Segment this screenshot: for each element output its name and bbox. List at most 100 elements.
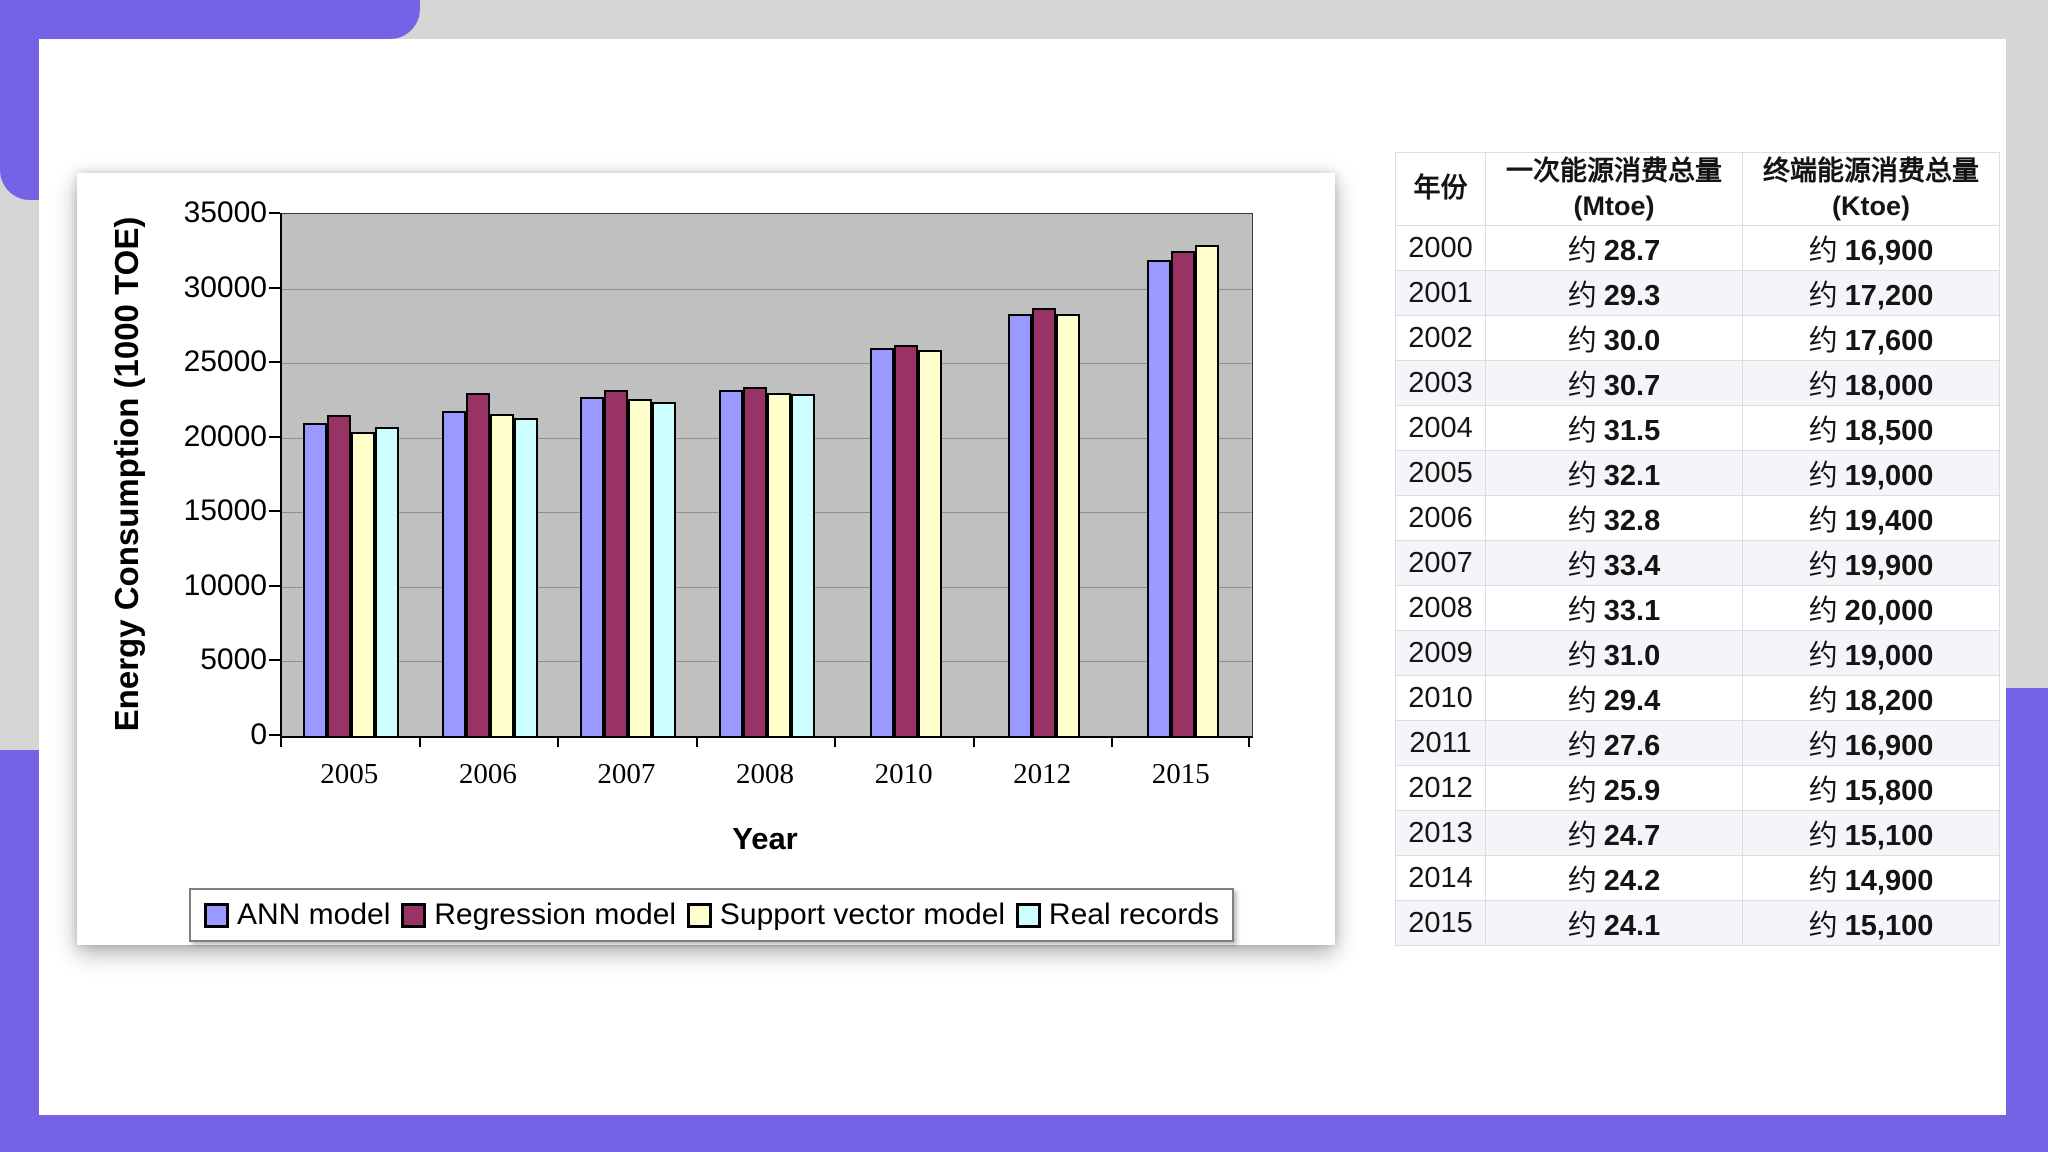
table-row-2009: 2009 约 31.0 约 19,000 [1395,630,2000,676]
value-text: 15,100 [1844,910,1934,942]
bar-ann-model-2005 [303,422,328,736]
bar-real-records-2007 [652,401,677,736]
bar-real-records-2006 [513,418,538,736]
table-row-2005: 2005 约 32.1 约 19,000 [1395,450,2000,496]
primary-energy-cell: 约 29.3 [1485,270,1743,316]
value-text: 24.1 [1603,910,1661,942]
bar-regression-model-2012 [1032,307,1057,736]
final-energy-cell: 约 15,800 [1742,765,2000,811]
year-cell: 2011 [1395,720,1486,766]
x-category-label: 2010 [874,758,933,790]
legend-label: Support vector model [719,898,1006,931]
legend-item-ann-model: ANN model [204,898,390,932]
value-text: 17,600 [1844,325,1934,357]
bar-real-records-2005 [375,427,400,736]
year-cell: 2001 [1395,270,1486,316]
x-category-label: 2008 [735,758,794,790]
gridline-25000 [282,363,1252,365]
x-category-label: 2005 [320,758,379,790]
year-cell: 2007 [1395,540,1486,586]
year-cell: 2006 [1395,495,1486,541]
primary-energy-cell: 约 31.0 [1485,630,1743,676]
y-tick-mark [269,584,280,587]
table-row-2007: 2007 约 33.4 约 19,900 [1395,540,2000,586]
header-primary-label: 一次能源消费总量 [1506,155,1722,186]
final-energy-cell: 约 16,900 [1742,720,2000,766]
x-tick-mark [280,737,282,747]
primary-energy-cell: 约 24.1 [1485,900,1743,946]
value-text: 16,900 [1844,235,1934,267]
table-row-2012: 2012 约 25.9 约 15,800 [1395,765,2000,811]
deco-left-top-strip [0,0,39,200]
value-text: 19,000 [1844,640,1934,672]
x-tick-mark [695,737,698,747]
approx-prefix: 约 [1567,280,1597,312]
final-energy-cell: 约 18,000 [1742,360,2000,406]
chart-legend: ANN model Regression model Support vector … [189,888,1234,942]
approx-prefix: 约 [1567,865,1597,897]
header-primary-unit: (Mtoe) [1573,191,1655,221]
legend-item-real-records: Real records [1015,898,1219,932]
slide-card: Energy Consumption (1000 TOE) Year ANN m… [39,39,2006,1115]
approx-prefix: 约 [1808,280,1838,312]
bar-regression-model-2008 [743,387,767,736]
table-row-2015: 2015 约 24.1 约 15,100 [1395,900,2000,946]
table-row-2013: 2013 约 24.7 约 15,100 [1395,810,2000,856]
value-text: 30.0 [1603,325,1661,357]
year-cell: 2000 [1395,225,1486,271]
bar-ann-model-2006 [441,410,466,736]
primary-energy-cell: 约 27.6 [1485,720,1743,766]
header-primary-energy: 一次能源消费总量 (Mtoe) [1485,152,1743,226]
value-text: 15,100 [1844,820,1934,852]
value-text: 31.0 [1603,640,1661,672]
legend-swatch-icon [686,902,712,928]
approx-prefix: 约 [1808,325,1838,357]
primary-energy-cell: 约 28.7 [1485,225,1743,271]
header-year: 年份 [1395,152,1486,226]
value-text: 33.1 [1603,595,1661,627]
year-cell: 2013 [1395,810,1486,856]
table-row-2003: 2003 约 30.7 约 18,000 [1395,360,2000,406]
value-text: 18,200 [1844,685,1934,717]
approx-prefix: 约 [1567,685,1597,717]
approx-prefix: 约 [1567,370,1597,402]
value-text: 25.9 [1603,775,1661,807]
bar-ann-model-2012 [1008,313,1033,736]
bar-regression-model-2015 [1170,251,1195,736]
final-energy-cell: 约 14,900 [1742,855,2000,901]
approx-prefix: 约 [1567,730,1597,762]
value-text: 32.8 [1603,505,1661,537]
energy-data-table: 年份 一次能源消费总量 (Mtoe) 终端能源消费总量 (Ktoe) 2000 约… [1395,152,2000,946]
value-text: 30.7 [1603,370,1661,402]
table-row-2011: 2011 约 27.6 约 16,900 [1395,720,2000,766]
value-text: 19,000 [1844,460,1934,492]
y-tick-mark [269,361,280,364]
legend-label: Regression model [434,898,677,931]
bar-support-vector-model-2015 [1194,245,1219,736]
bar-real-records-2008 [791,394,815,736]
value-text: 20,000 [1844,595,1934,627]
value-text: 18,000 [1844,370,1934,402]
value-text: 28.7 [1603,235,1661,267]
year-cell: 2009 [1395,630,1486,676]
table-row-2004: 2004 约 31.5 约 18,500 [1395,405,2000,451]
legend-item-support-vector-model: Support vector model [686,898,1006,932]
value-text: 31.5 [1603,415,1661,447]
approx-prefix: 约 [1808,370,1838,402]
value-text: 17,200 [1844,280,1934,312]
y-tick-label: 25000 [183,345,267,379]
approx-prefix: 约 [1808,460,1838,492]
primary-energy-cell: 约 29.4 [1485,675,1743,721]
gridline-30000 [282,288,1252,290]
y-tick-label: 15000 [183,494,267,528]
approx-prefix: 约 [1808,550,1838,582]
approx-prefix: 约 [1808,775,1838,807]
header-final-unit: (Ktoe) [1832,191,1910,221]
value-text: 15,800 [1844,775,1934,807]
approx-prefix: 约 [1567,460,1597,492]
final-energy-cell: 约 19,000 [1742,630,2000,676]
header-year-label: 年份 [1413,173,1468,204]
final-energy-cell: 约 18,200 [1742,675,2000,721]
bar-regression-model-2006 [465,392,490,736]
approx-prefix: 约 [1567,640,1597,672]
